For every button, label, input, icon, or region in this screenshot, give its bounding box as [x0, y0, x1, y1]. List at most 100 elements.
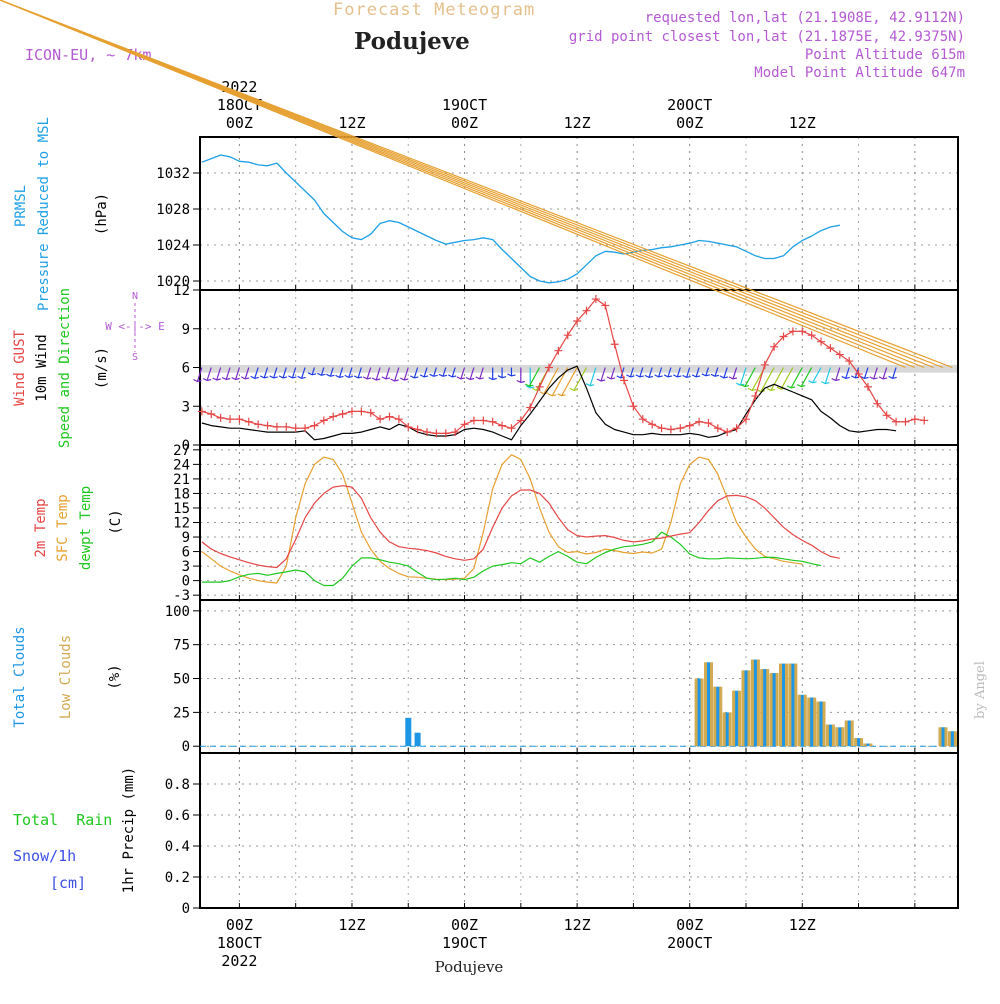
low-clouds-bar-right-14	[813, 698, 816, 747]
pressure-title-line2: Pressure Reduced to MSL	[36, 117, 52, 311]
temp-ytick-label-1: 0	[182, 574, 190, 590]
precip-ytick-label-1: 0.2	[165, 870, 190, 886]
low-clouds-bar-right-5	[729, 712, 732, 746]
clouds-ytick-label-4: 100	[165, 604, 190, 620]
pressure-unit: (hPa)	[94, 193, 110, 235]
temp-ytick-label-3: 6	[182, 545, 190, 561]
bottom-time-label-3-0: 12Z	[564, 916, 591, 934]
low-clouds-bar-22	[948, 731, 951, 746]
pressure-ytick-label-2: 1028	[156, 202, 190, 218]
model-altitude: Model Point Altitude 647m	[754, 65, 965, 81]
temp-ytick-label-2: 3	[182, 559, 190, 575]
low-clouds-bar-4	[713, 687, 716, 747]
wind-dir-title: Speed and Direction	[57, 288, 73, 448]
low-clouds-bar-21	[939, 727, 942, 746]
compass-south: S	[132, 352, 138, 363]
low-clouds-bar-right-21	[945, 727, 948, 746]
low-clouds-bar-13	[798, 695, 801, 747]
top-time-label-3-0: 12Z	[564, 114, 591, 132]
low-clouds-bar-10	[770, 673, 773, 746]
total-clouds-bar-1	[415, 733, 421, 747]
point-altitude: Point Altitude 615m	[805, 47, 965, 63]
total-clouds-title: Total Clouds	[12, 626, 28, 727]
bottom-time-label-2-0: 00Z	[451, 916, 478, 934]
wind10m-title: 10m Wind	[34, 334, 50, 401]
top-time-label-5-0: 12Z	[789, 114, 816, 132]
compass-north: N	[132, 291, 138, 302]
rain-label: Total Rain	[13, 811, 112, 829]
gust-title: Wind GUST	[12, 330, 28, 406]
low-clouds-bar-16	[826, 725, 829, 747]
clouds-ytick-label-3: 75	[173, 638, 190, 654]
temp-unit: (C)	[108, 509, 124, 534]
clouds-ytick-label-0: 0	[182, 739, 190, 755]
low-clouds-bar-11	[779, 664, 782, 747]
low-clouds-bar-15	[817, 702, 820, 747]
temp-ytick-label-0: -3	[173, 588, 190, 604]
low-clouds-bar-right-8	[757, 660, 760, 747]
snow-label: Snow/1h	[13, 847, 76, 865]
location-title: Podujeve	[354, 28, 470, 55]
low-clouds-bar-right-12	[794, 664, 797, 747]
precip-ytick-label-2: 0.4	[165, 839, 190, 855]
low-clouds-bar-17	[835, 727, 838, 746]
low-clouds-bar-2	[695, 679, 698, 747]
top-time-label-4-0: 20OCT	[667, 96, 712, 114]
low-clouds-bar-right-16	[832, 725, 835, 747]
model-name: ICON-EU, ~ 7km	[25, 46, 151, 64]
total-clouds-bar-0	[405, 718, 411, 746]
bottom-time-label-0-2: 2022	[221, 952, 257, 970]
low-clouds-bar-7	[742, 670, 745, 746]
precip-ytick-label-0: 0	[182, 901, 190, 917]
low-clouds-bar-20	[863, 744, 866, 747]
top-time-label-2-1: 00Z	[451, 114, 478, 132]
low-clouds-bar-right-2	[701, 679, 704, 747]
low-clouds-bar-right-18	[851, 721, 854, 747]
low-clouds-title: Low Clouds	[58, 635, 74, 719]
clouds-ytick-label-2: 50	[173, 672, 190, 688]
footer-location: Podujeve	[435, 958, 504, 976]
top-time-label-4-1: 00Z	[676, 114, 703, 132]
low-clouds-bar-right-3	[710, 662, 713, 746]
wind-ytick-label-1: 3	[182, 399, 190, 415]
low-clouds-bar-right-20	[869, 744, 872, 747]
low-clouds-bar-right-11	[785, 664, 788, 747]
snow-unit-label: [cm]	[50, 874, 86, 892]
precip-unit: 1hr Precip (mm)	[121, 767, 137, 893]
wind-ytick-label-3: 9	[182, 322, 190, 338]
wind-ytick-label-4: 12	[173, 283, 190, 299]
bottom-time-label-5-0: 12Z	[789, 916, 816, 934]
product-title: Forecast Meteogram	[333, 0, 535, 20]
low-clouds-bar-9	[760, 669, 763, 746]
low-clouds-bar-right-4	[719, 687, 722, 747]
wind-ytick-label-2: 6	[182, 361, 190, 377]
pressure-ytick-label-3: 1032	[156, 166, 190, 182]
low-clouds-bar-5	[723, 712, 726, 746]
compass-east-west: W <-|-> E	[105, 320, 165, 333]
bottom-time-label-4-0: 00Z	[676, 916, 703, 934]
requested-coords: requested lon,lat (21.1908E, 42.9112N)	[645, 10, 965, 26]
low-clouds-bar-right-10	[776, 673, 779, 746]
pressure-title-line1: PRMSL	[13, 185, 29, 227]
credit-watermark: by Angel	[973, 661, 988, 719]
temp-ytick-label-10: 27	[173, 443, 190, 459]
low-clouds-bar-right-15	[823, 702, 826, 747]
clouds-ytick-label-1: 25	[173, 705, 190, 721]
clouds-unit: (%)	[107, 664, 123, 689]
t2m-title: 2m Temp	[33, 498, 49, 557]
low-clouds-bar-8	[751, 660, 754, 747]
bottom-time-label-0-0: 00Z	[226, 916, 253, 934]
pressure-ytick-label-1: 1024	[156, 238, 190, 254]
bottom-time-label-1-0: 12Z	[338, 916, 365, 934]
dewpt-title: dewpt Temp	[78, 486, 94, 570]
tsfc-title: SFC Temp	[55, 494, 71, 561]
low-clouds-bar-right-13	[804, 695, 807, 747]
low-clouds-bar-18	[845, 721, 848, 747]
low-clouds-bar-right-17	[841, 727, 844, 746]
low-clouds-bar-12	[788, 664, 791, 747]
low-clouds-bar-right-9	[766, 669, 769, 746]
low-clouds-bar-19	[854, 738, 857, 746]
bottom-time-label-4-1: 20OCT	[667, 934, 712, 952]
